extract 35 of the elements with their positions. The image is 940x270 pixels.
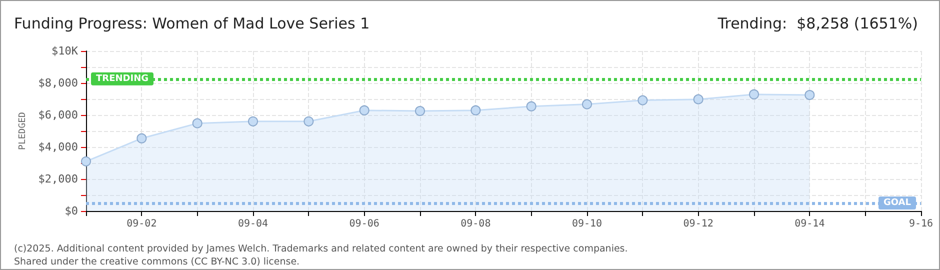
ref-line-label: TRENDING [96,74,148,84]
point [415,106,425,116]
y-axis-title: PLEDGED [18,112,28,150]
point [749,89,759,100]
y-tick-label: $10K [52,44,78,58]
text: Shared under the creative commons (CC BY-NC 3.0) license. [14,256,300,268]
point [638,95,648,106]
text: (c)2025. Additional content provided by James Welch. Trademarks and related content are owned by their respective companies. [14,244,628,254]
y-tick-label: $8,000 [38,76,78,90]
y-tick-label: $6,000 [38,108,78,122]
x-tick-label: 09-08 [460,218,491,230]
chart-subtitle: Trending: $8,258 (1651%) [716,14,918,32]
x-tick-label: 09-10 [572,218,602,230]
point [304,116,314,126]
point [693,94,704,104]
point [248,116,258,126]
y-tick-label: $0 [64,204,78,218]
x-tick-label: 9-16 [908,218,934,230]
point [359,105,370,116]
ref-line-label: GOAL [884,198,912,208]
y-tick-label: $2,000 [38,172,78,186]
point [136,133,147,144]
x-tick-label: 09-12 [683,218,714,230]
point [192,118,202,128]
point [804,90,815,100]
point [582,99,592,110]
point [470,105,481,116]
x-tick-label: 09-04 [238,218,268,230]
x-tick-label: 09-14 [794,218,825,230]
chart-title: Funding Progress: Women of Mad Love Series 1 [14,14,370,32]
x-tick-label: 09-06 [349,218,380,230]
x-tick-label: 09-02 [126,218,157,230]
y-tick-label: $4,000 [38,140,78,154]
point [526,101,536,112]
point [81,156,91,166]
